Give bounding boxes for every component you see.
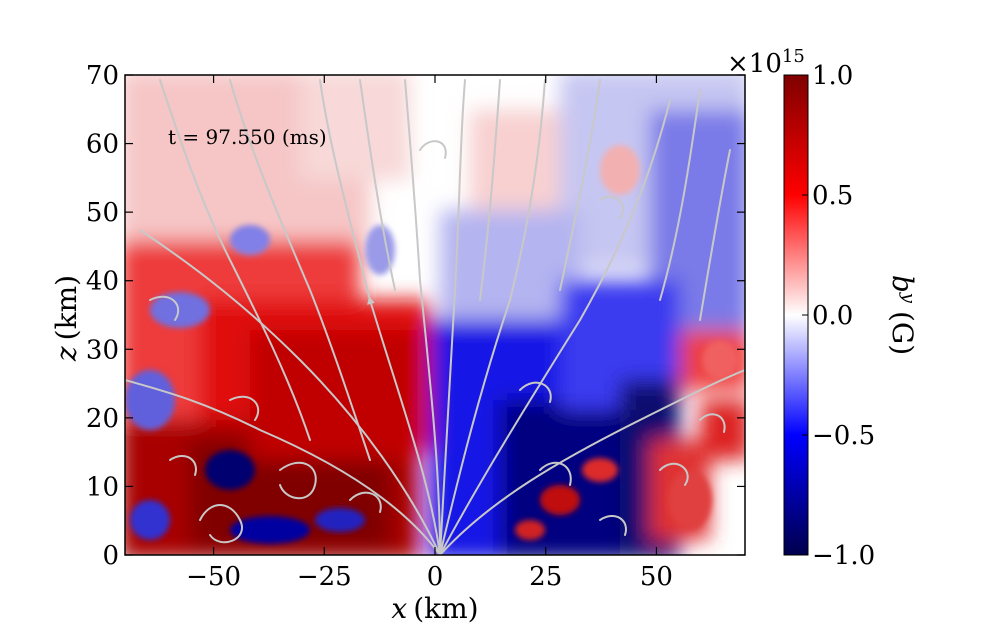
x-tick-label: 25 [529, 562, 562, 592]
colorbar-ticks: 1.0 0.5 0.0 −0.5 −1.0 [802, 61, 875, 571]
x-axis-label: x (km) [391, 592, 478, 625]
colorbar-tick-label: 1.0 [812, 61, 853, 91]
x-tick-label: 50 [640, 562, 673, 592]
y-tick-label: 50 [86, 198, 119, 228]
y-axis-label: z (km) [50, 275, 83, 362]
y-axis-ticks: 0 10 20 30 40 50 60 70 [86, 61, 745, 571]
y-tick-label: 60 [86, 130, 119, 160]
x-axis-unit: (km) [413, 592, 478, 625]
colorbar-label-var: b [886, 275, 919, 293]
colorbar-multiplier-exp: 15 [782, 46, 805, 67]
colorbar-multiplier-base: ×10 [727, 49, 782, 79]
y-tick-label: 0 [102, 541, 119, 571]
y-tick-label: 70 [86, 61, 119, 91]
y-axis-var: z [50, 346, 83, 362]
y-axis-unit: (km) [50, 275, 83, 340]
y-tick-label: 20 [86, 404, 119, 434]
x-tick-label: −50 [186, 562, 241, 592]
colorbar-multiplier: ×1015 [727, 46, 805, 79]
colorbar-label-unit: (G) [886, 311, 919, 355]
streamlines [125, 79, 745, 555]
colorbar-tick-label: −0.5 [812, 421, 875, 451]
time-annotation: t = 97.550 (ms) [168, 125, 327, 149]
colorbar-label-sup: y [898, 292, 919, 304]
colorbar-tick-label: 0.5 [812, 181, 853, 211]
y-tick-label: 40 [86, 267, 119, 297]
heatmap-field [125, 75, 745, 555]
y-tick-label: 10 [86, 472, 119, 502]
x-axis-ticks: −50 −25 0 25 50 [186, 75, 673, 592]
colorbar-label: by (G) [886, 275, 919, 355]
x-tick-label: 0 [427, 562, 444, 592]
colorbar-tick-label: −1.0 [812, 541, 875, 571]
x-tick-label: −25 [297, 562, 352, 592]
y-tick-label: 30 [86, 335, 119, 365]
x-axis-var: x [391, 592, 407, 625]
colorbar-tick-label: 0.0 [812, 301, 853, 331]
